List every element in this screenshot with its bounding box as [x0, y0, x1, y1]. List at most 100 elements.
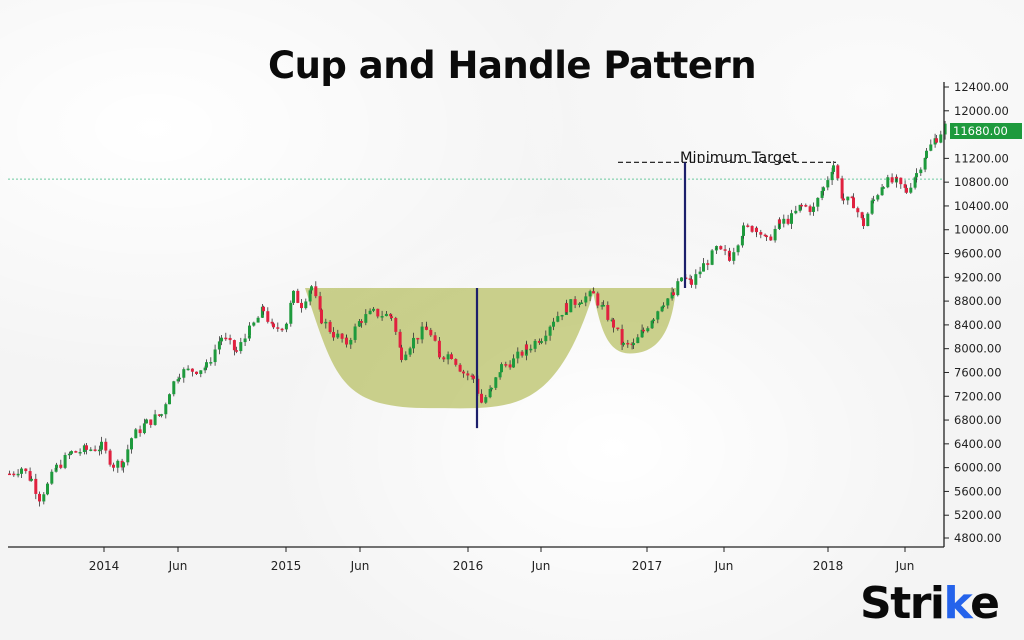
- y-tick-label: 10000.00: [954, 223, 1009, 237]
- candle-body: [235, 350, 238, 352]
- candle-body: [660, 306, 664, 312]
- x-tick-label: Jun: [168, 559, 188, 573]
- candle-body: [384, 313, 388, 317]
- candle-body: [389, 313, 393, 317]
- candle-body: [256, 317, 260, 323]
- candle-body: [320, 309, 323, 324]
- candle-body: [224, 337, 228, 340]
- candle-body: [826, 180, 830, 188]
- candle-body: [20, 468, 23, 474]
- candle-body: [862, 218, 865, 227]
- candle-body: [89, 449, 93, 451]
- candle-body: [50, 471, 54, 484]
- candle-body: [939, 134, 943, 143]
- candle-body: [82, 445, 86, 452]
- candle-body: [736, 245, 740, 253]
- candle-body: [646, 328, 650, 332]
- candle-body: [462, 371, 465, 374]
- y-tick-label: 7200.00: [954, 389, 1002, 403]
- candle-body: [694, 274, 698, 285]
- candle-body: [138, 429, 142, 434]
- candle-body: [116, 460, 120, 468]
- candle-body: [929, 144, 933, 151]
- candle-body: [880, 187, 884, 196]
- candle-body: [217, 341, 221, 350]
- candle-body: [270, 321, 274, 324]
- candle-body: [925, 150, 928, 159]
- candle-body: [702, 263, 705, 272]
- candle-body: [915, 173, 918, 178]
- candle-body: [800, 204, 803, 207]
- candle-body: [276, 327, 280, 329]
- candle-body: [284, 324, 288, 330]
- candle-body: [160, 414, 163, 416]
- candle-body: [454, 359, 458, 365]
- candle-body: [164, 404, 168, 415]
- candle-body: [205, 362, 208, 368]
- candle-body: [59, 464, 63, 468]
- candle-body: [433, 335, 437, 341]
- candle-body: [38, 493, 41, 502]
- candle-body: [112, 464, 115, 468]
- candle-body: [442, 357, 446, 360]
- candle-body: [97, 449, 101, 452]
- candle-body: [740, 235, 744, 246]
- candle-body: [340, 333, 344, 339]
- candle-body: [840, 178, 844, 199]
- candle-body: [46, 483, 49, 495]
- candle-body: [416, 337, 420, 340]
- candle-body: [8, 473, 11, 476]
- candle-body: [292, 290, 295, 303]
- candle-body: [755, 227, 758, 233]
- candle-body: [852, 197, 855, 209]
- candle-body: [145, 419, 148, 424]
- x-tick-label: 2017: [632, 559, 663, 573]
- candle-body: [895, 176, 898, 179]
- candle-body: [289, 302, 293, 324]
- x-tick-label: 2014: [89, 559, 120, 573]
- candle-body: [484, 397, 488, 403]
- x-tick-label: 2018: [813, 559, 844, 573]
- candle-body: [199, 370, 203, 374]
- candle-body: [328, 321, 332, 332]
- candle-body: [548, 326, 552, 336]
- candle-body: [552, 321, 555, 327]
- candle-body: [919, 169, 923, 174]
- candle-body: [882, 187, 885, 189]
- candle-body: [190, 368, 194, 372]
- candle-body: [472, 375, 475, 379]
- candle-body: [300, 302, 303, 309]
- candle-body: [742, 225, 745, 236]
- candle-body: [656, 311, 660, 320]
- candle-body: [296, 290, 300, 303]
- candle-body: [63, 454, 67, 468]
- y-tick-label: 5200.00: [954, 508, 1002, 522]
- candle-body: [490, 387, 493, 390]
- candle-body: [690, 279, 693, 285]
- candle-body: [126, 449, 130, 463]
- candle-body: [314, 286, 318, 297]
- candle-body: [602, 305, 605, 307]
- logo-text-prefix: Stri: [860, 578, 945, 629]
- candle-body: [666, 298, 670, 306]
- candle-body: [662, 305, 665, 307]
- candle-body: [266, 311, 270, 322]
- candle-body: [412, 337, 415, 349]
- candle-body: [533, 340, 537, 349]
- candle-body: [560, 314, 564, 317]
- candle-body: [480, 393, 483, 403]
- candle-body: [935, 138, 938, 143]
- handle-shape: [592, 288, 676, 354]
- y-tick-label: 8400.00: [954, 318, 1002, 332]
- candle-body: [195, 371, 198, 374]
- candle-body: [732, 252, 736, 261]
- candle-body: [70, 451, 73, 454]
- candle-body: [429, 329, 433, 336]
- candle-body: [790, 213, 793, 224]
- candle-body: [153, 414, 157, 425]
- candle-body: [836, 165, 840, 179]
- candle-body: [556, 316, 560, 322]
- candle-body: [508, 364, 512, 368]
- candle-body: [773, 228, 777, 241]
